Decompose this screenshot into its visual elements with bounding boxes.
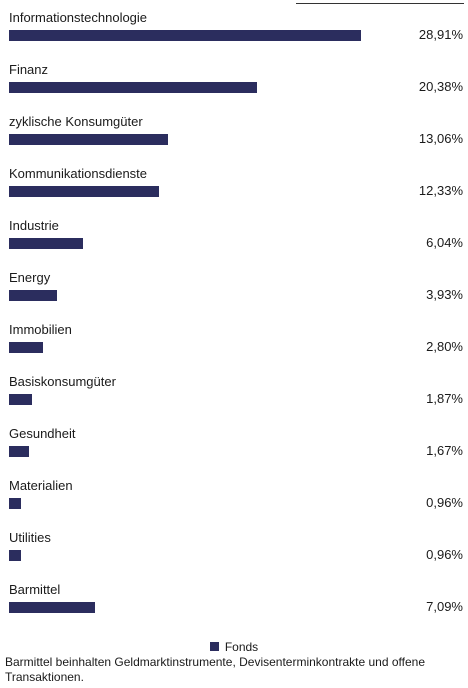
bar (9, 394, 32, 405)
bar (9, 134, 168, 145)
bar-row: Immobilien 2,80% (0, 312, 468, 364)
category-label: Industrie (9, 218, 59, 233)
category-label: Energy (9, 270, 51, 285)
footnote: Barmittel beinhalten Geldmarktinstrument… (5, 655, 425, 684)
bar-row: Energy 3,93% (0, 260, 468, 312)
category-label: Informationstechnologie (9, 10, 148, 25)
value-label: 7,09% (426, 599, 463, 614)
legend-label-fonds: Fonds (224, 640, 259, 654)
value-label: 2,80% (426, 339, 463, 354)
category-label: Kommunikationsdienste (9, 166, 148, 181)
bar (9, 30, 361, 41)
bar-row: Kommunikationsdienste 12,33% (0, 156, 468, 208)
bar (9, 342, 43, 353)
category-label: zyklische Konsumgüter (9, 114, 143, 129)
value-label: 12,33% (418, 183, 463, 198)
bar-row: Gesundheit 1,67% (0, 416, 468, 468)
bar (9, 186, 159, 197)
top-rule (296, 3, 464, 4)
category-label: Gesundheit (9, 426, 76, 441)
bar (9, 290, 57, 301)
value-label: 6,04% (426, 235, 463, 250)
bar (9, 602, 95, 613)
category-label: Finanz (9, 62, 49, 77)
bar-row: Utilities 0,96% (0, 520, 468, 572)
category-label: Immobilien (9, 322, 72, 337)
category-label: Materialien (9, 478, 73, 493)
bar-row: Industrie 6,04% (0, 208, 468, 260)
bar (9, 550, 21, 561)
chart-legend: Fonds (0, 640, 468, 654)
category-label: Barmittel (9, 582, 61, 597)
bar-row: Finanz 20,38% (0, 52, 468, 104)
bar-row: Materialien 0,96% (0, 468, 468, 520)
bar-row: Basiskonsumgüter 1,87% (0, 364, 468, 416)
sector-bar-chart: Informationstechnologie 28,91% Finanz 20,38… (0, 0, 468, 624)
value-label: 13,06% (418, 131, 463, 146)
bar (9, 446, 29, 457)
legend-swatch-fonds (209, 642, 219, 651)
value-label: 1,87% (426, 391, 463, 406)
bar-row: Informationstechnologie 28,91% (0, 0, 468, 52)
value-label: 28,91% (418, 27, 463, 42)
value-label: 3,93% (426, 287, 463, 302)
bar (9, 82, 257, 93)
category-label: Basiskonsumgüter (9, 374, 116, 389)
bar-row: Barmittel 7,09% (0, 572, 468, 624)
bar-row: zyklische Konsumgüter 13,06% (0, 104, 468, 156)
category-label: Utilities (9, 530, 51, 545)
value-label: 0,96% (426, 547, 463, 562)
value-label: 1,67% (426, 443, 463, 458)
bar (9, 498, 21, 509)
value-label: 0,96% (426, 495, 463, 510)
value-label: 20,38% (418, 79, 463, 94)
bar (9, 238, 83, 249)
